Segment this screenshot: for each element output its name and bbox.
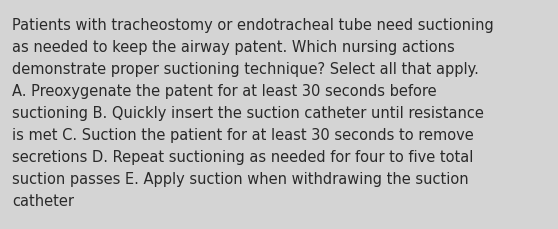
Text: A. Preoxygenate the patent for at least 30 seconds before: A. Preoxygenate the patent for at least … xyxy=(12,84,436,98)
Text: suction passes E. Apply suction when withdrawing the suction: suction passes E. Apply suction when wit… xyxy=(12,171,469,186)
Text: Patients with tracheostomy or endotracheal tube need suctioning: Patients with tracheostomy or endotrache… xyxy=(12,18,494,33)
Text: as needed to keep the airway patent. Which nursing actions: as needed to keep the airway patent. Whi… xyxy=(12,40,455,55)
Text: is met C. Suction the patient for at least 30 seconds to remove: is met C. Suction the patient for at lea… xyxy=(12,128,474,142)
Text: catheter: catheter xyxy=(12,193,74,208)
Text: secretions D. Repeat suctioning as needed for four to five total: secretions D. Repeat suctioning as neede… xyxy=(12,149,473,164)
Text: demonstrate proper suctioning technique? Select all that apply.: demonstrate proper suctioning technique?… xyxy=(12,62,479,77)
Text: suctioning B. Quickly insert the suction catheter until resistance: suctioning B. Quickly insert the suction… xyxy=(12,106,484,120)
